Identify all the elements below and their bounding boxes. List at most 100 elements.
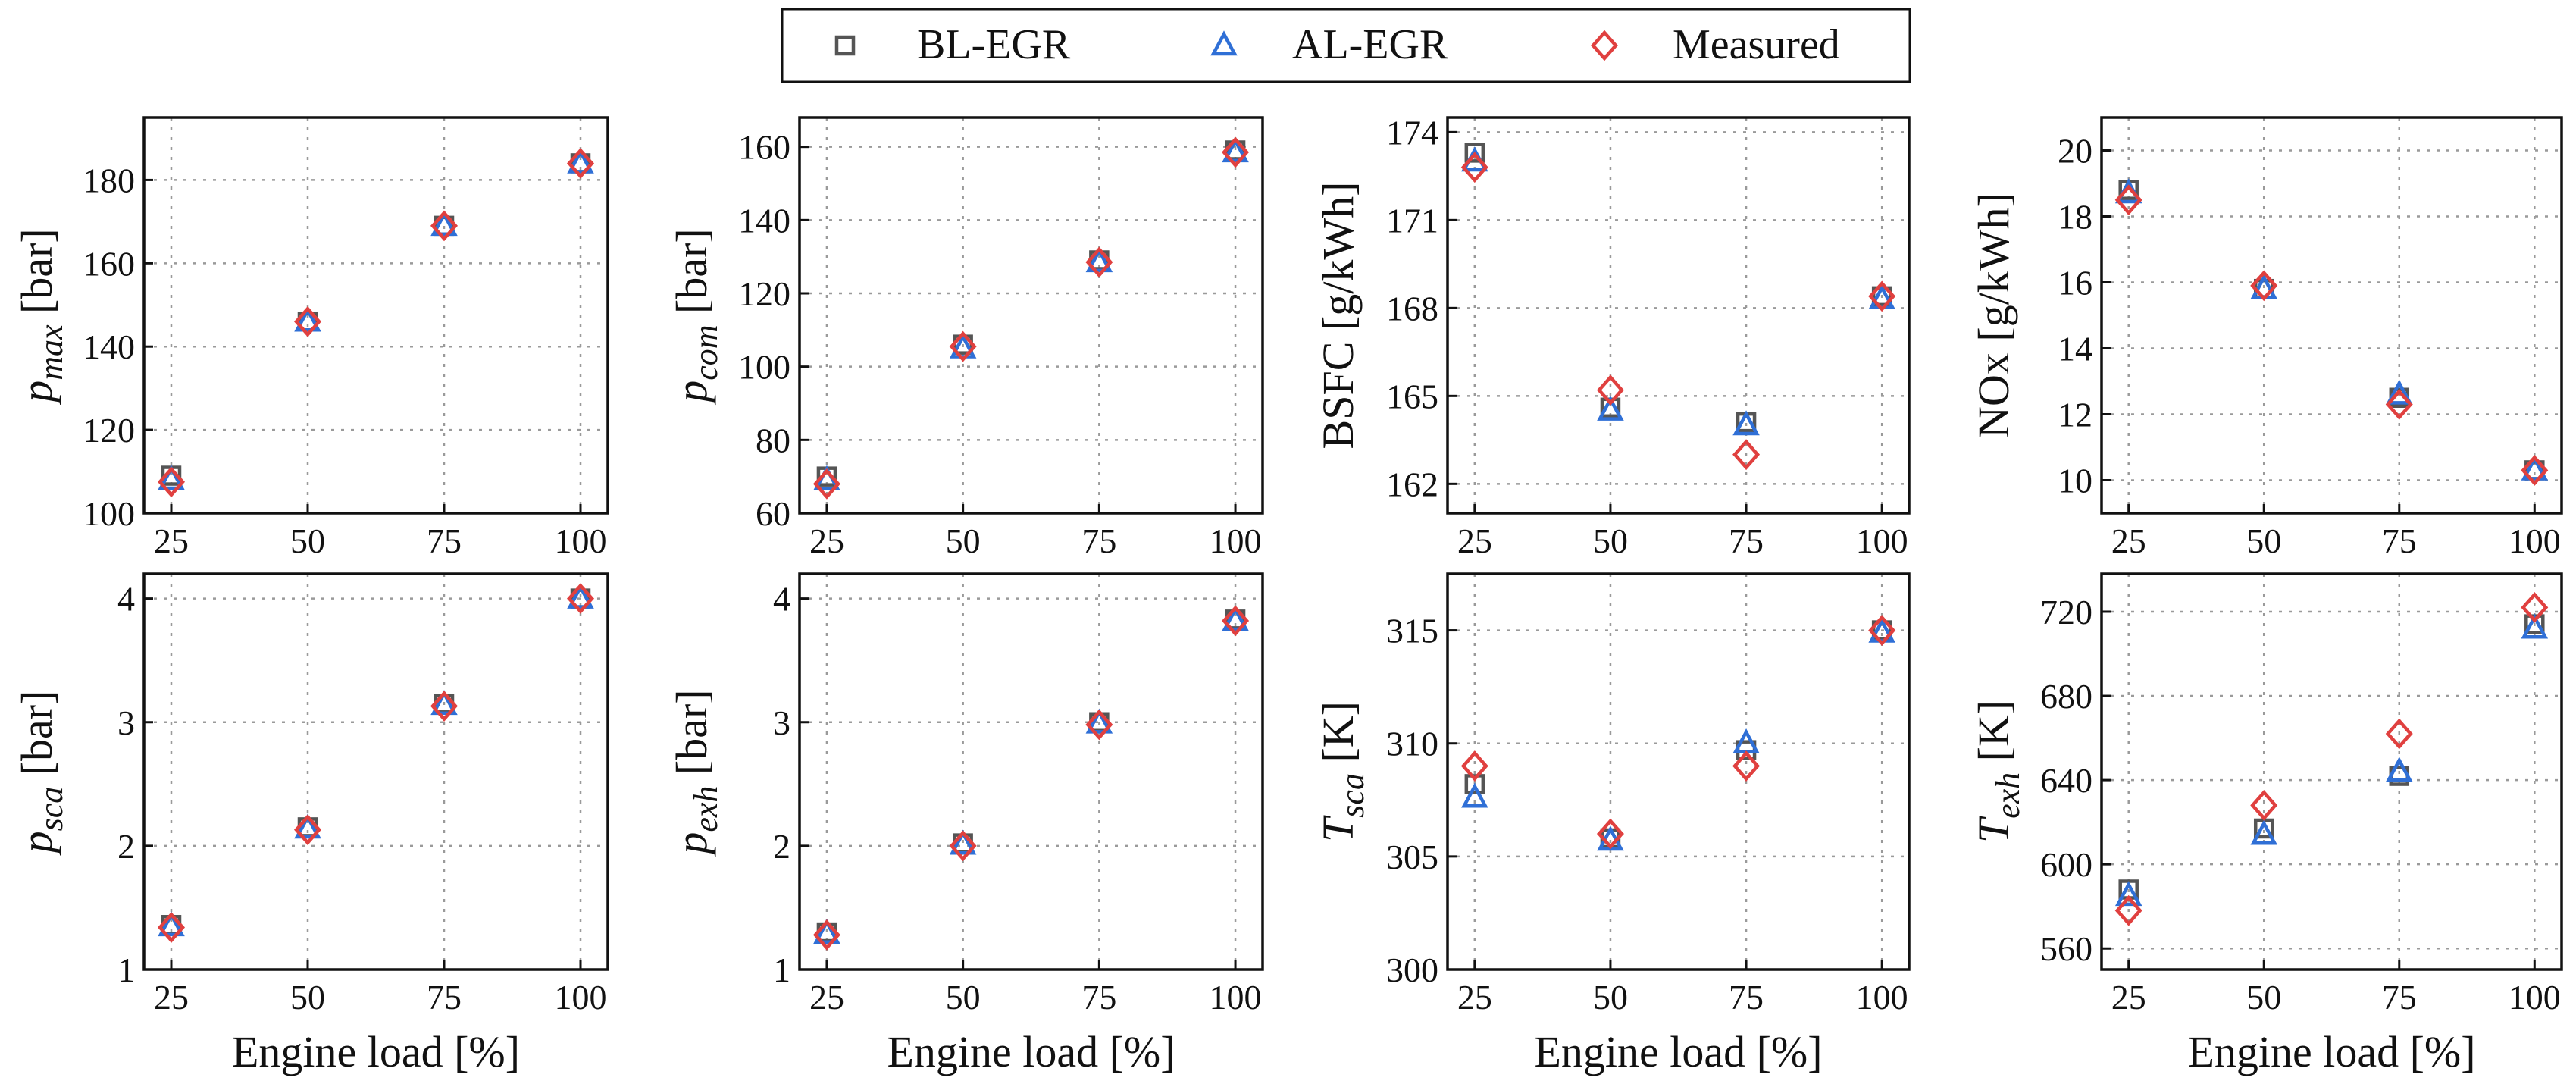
x-axis-label: Engine load [%] <box>232 1027 520 1076</box>
data-point-al-egr <box>158 465 185 490</box>
y-tick-label: 300 <box>1386 951 1438 989</box>
x-tick-label: 25 <box>2111 522 2146 560</box>
y-tick-label: 680 <box>2040 677 2092 716</box>
data-point-al-egr <box>1222 606 1249 631</box>
data-point-al-egr <box>949 829 977 855</box>
data-point-al-egr <box>567 583 594 609</box>
plot-frame <box>1446 116 1911 515</box>
data-point-al-egr <box>1085 708 1113 734</box>
series-al-egr <box>158 148 594 490</box>
legend-label-al-egr: AL-EGR <box>1292 21 1448 68</box>
data-point-measured <box>2521 592 2549 623</box>
y-tick-label: 10 <box>2058 462 2092 500</box>
legend: BL-EGR AL-EGR Measured <box>781 8 1911 83</box>
data-point-al-egr <box>567 148 594 174</box>
legend-frame <box>781 8 1911 83</box>
data-point-al-egr <box>2114 881 2142 907</box>
series-bl-egr <box>816 609 1246 943</box>
y-axis-label: NOx [g/kWh] <box>1969 193 2018 438</box>
series-measured <box>1460 152 1896 471</box>
data-point-measured <box>293 814 322 846</box>
x-tick-label: 100 <box>555 978 607 1017</box>
panel-nox: 10 12 14 16 18 20 25 50 75 100 NOx [g/kWh] <box>1969 116 2563 560</box>
x-tick-label: 100 <box>2509 978 2561 1017</box>
series-al-egr <box>158 583 594 937</box>
x-tick-label: 25 <box>1457 522 1492 560</box>
data-point-al-egr <box>1222 137 1249 163</box>
series-measured <box>812 605 1250 951</box>
series-bl-egr <box>816 140 1246 487</box>
legend-marker-measured <box>1590 30 1619 61</box>
data-point-measured <box>1596 818 1624 850</box>
plot-frame <box>1446 572 1911 971</box>
y-axis-label: Tsca [K] <box>1313 701 1371 842</box>
y-tick-label: 180 <box>83 161 135 199</box>
y-tick-label: 305 <box>1386 838 1438 876</box>
y-tick-label: 4 <box>773 580 790 619</box>
x-tick-label: 50 <box>290 522 325 560</box>
x-tick-label: 100 <box>1856 978 1908 1017</box>
data-point-measured <box>1222 605 1250 637</box>
data-point-measured <box>157 466 186 498</box>
data-point-measured <box>2114 184 2142 216</box>
y-tick-label: 18 <box>2058 198 2092 237</box>
plot-frame <box>798 116 1264 515</box>
x-tick-label: 25 <box>809 522 844 560</box>
plot-frame <box>142 572 609 971</box>
series-al-egr <box>2114 178 2549 481</box>
x-tick-label: 75 <box>2382 978 2417 1017</box>
data-point-measured <box>566 583 595 615</box>
x-axis-label: Engine load [%] <box>887 1027 1175 1076</box>
data-point-measured <box>1596 374 1624 406</box>
y-tick-label: 140 <box>738 201 790 240</box>
y-tick-label: 3 <box>117 703 135 742</box>
data-point-measured <box>2521 455 2549 486</box>
y-tick-label: 171 <box>1386 201 1438 240</box>
y-tick-label: 120 <box>83 411 135 450</box>
plot-frame <box>2100 116 2563 515</box>
x-tick-label: 100 <box>1210 978 1262 1017</box>
data-point-measured <box>1460 152 1488 183</box>
x-tick-label: 75 <box>1729 522 1764 560</box>
legend-label-bl-egr: BL-EGR <box>917 21 1071 68</box>
plot-frame <box>142 116 609 515</box>
data-point-al-egr <box>1732 410 1760 436</box>
y-axis-label: pexh [bar] <box>667 689 725 857</box>
data-point-measured <box>1085 709 1113 741</box>
panel-psca: 1 2 3 4 25 50 75 100 psca [bar] Engine load [%] <box>12 572 609 1076</box>
data-point-measured <box>1868 615 1896 646</box>
x-tick-label: 50 <box>946 978 981 1017</box>
y-tick-label: 315 <box>1386 612 1438 650</box>
panel-tsca: 300 305 310 315 25 50 75 100 Tsca [K] Engine load… <box>1313 572 1911 1076</box>
data-point-al-egr <box>949 333 977 359</box>
panel-pmax: 100 120 140 160 180 25 50 75 100 pmax [bar] <box>12 116 609 560</box>
y-tick-label: 1 <box>117 951 135 989</box>
data-point-measured <box>2250 790 2278 821</box>
data-point-al-egr <box>1085 247 1113 273</box>
y-tick-label: 162 <box>1386 465 1438 503</box>
data-point-measured <box>2385 389 2413 420</box>
x-tick-label: 100 <box>555 522 607 560</box>
series-measured <box>157 583 595 943</box>
x-tick-label: 100 <box>1210 522 1262 560</box>
panel-pcom: 60 80 100 120 140 160 25 50 75 100 pcom [bar] <box>667 116 1264 560</box>
data-point-al-egr <box>430 690 458 716</box>
y-tick-label: 14 <box>2058 330 2092 368</box>
data-point-al-egr <box>158 911 185 937</box>
x-tick-label: 75 <box>1729 978 1764 1017</box>
y-axis-label: BSFC [g/kWh] <box>1313 182 1363 450</box>
y-tick-label: 100 <box>738 348 790 387</box>
y-tick-label: 4 <box>117 580 135 619</box>
y-tick-label: 20 <box>2058 132 2092 171</box>
series-measured <box>812 136 1250 500</box>
x-tick-label: 75 <box>427 522 462 560</box>
series-measured <box>2114 184 2549 486</box>
data-point-al-egr <box>294 306 321 332</box>
x-tick-label: 100 <box>1856 522 1908 560</box>
plot-frame <box>2100 572 2563 971</box>
data-point-measured <box>1222 136 1250 168</box>
series-al-egr <box>813 606 1249 944</box>
series-bl-egr <box>1464 143 1892 433</box>
series-measured <box>2114 592 2549 926</box>
